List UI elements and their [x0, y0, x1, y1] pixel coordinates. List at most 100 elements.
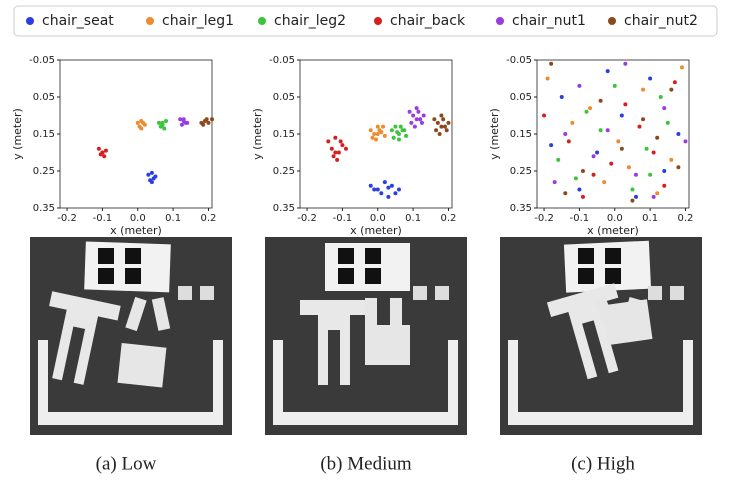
point: [395, 130, 400, 135]
y-tick-label: -0.05: [29, 55, 55, 66]
point: [391, 135, 396, 140]
point: [178, 117, 183, 122]
point: [374, 137, 378, 142]
point: [446, 120, 451, 125]
x-axis-label: x (meter): [110, 224, 162, 237]
point: [139, 126, 144, 131]
point: [181, 117, 186, 122]
point: [623, 102, 628, 107]
marker: [605, 248, 621, 264]
x-tick-label: 0.1: [165, 213, 181, 224]
point: [679, 65, 684, 70]
x-tick-label: -0.2: [57, 213, 77, 224]
point: [398, 124, 403, 129]
legend-marker: [496, 17, 504, 25]
legend-marker: [608, 17, 616, 25]
point: [672, 80, 677, 85]
point: [409, 120, 414, 125]
point: [204, 117, 209, 122]
point: [662, 106, 667, 111]
marker: [125, 248, 141, 264]
point: [591, 154, 596, 159]
point: [333, 150, 338, 155]
point: [336, 150, 341, 155]
point: [368, 183, 373, 188]
marker: [365, 268, 381, 284]
point: [641, 87, 646, 92]
point: [542, 113, 547, 118]
x-tick-label: 0.0: [607, 213, 623, 224]
point: [411, 113, 416, 118]
point: [338, 139, 343, 144]
y-tick-label: 0.25: [33, 166, 55, 177]
point: [389, 128, 394, 133]
point: [381, 124, 386, 129]
point: [439, 113, 444, 118]
y-tick-label: 0.35: [510, 203, 532, 214]
nut-part: [670, 286, 684, 300]
point: [612, 83, 617, 88]
point: [563, 191, 568, 196]
point: [372, 132, 377, 136]
point: [619, 113, 624, 118]
y-axis-label: y (meter): [251, 108, 264, 160]
point: [162, 126, 167, 131]
marker: [365, 248, 381, 264]
point: [414, 106, 419, 111]
leg-part: [390, 298, 402, 330]
nut-part: [413, 286, 427, 300]
point: [549, 61, 554, 66]
legend-label: chair_nut1: [512, 13, 586, 29]
marker: [338, 268, 354, 284]
point: [588, 106, 593, 111]
point: [552, 180, 557, 185]
y-tick-label: -0.05: [506, 55, 532, 66]
point: [375, 132, 380, 136]
x-tick-label: 0.2: [678, 213, 694, 224]
nut-part: [200, 286, 214, 300]
point: [626, 165, 631, 170]
back-part: [49, 291, 121, 385]
y-tick-label: 0.35: [273, 203, 295, 214]
caption: (b) Medium: [320, 453, 412, 474]
point: [141, 120, 146, 125]
point: [651, 150, 656, 155]
point: [333, 135, 338, 140]
nut-part: [178, 286, 192, 300]
point: [386, 185, 391, 190]
point: [570, 120, 575, 125]
point: [103, 148, 108, 153]
point: [648, 172, 653, 177]
point: [577, 187, 582, 192]
nut-part: [648, 286, 662, 300]
point: [158, 124, 163, 129]
marker: [578, 248, 594, 264]
frame-part: [508, 340, 693, 425]
leg-part: [125, 296, 147, 332]
point: [644, 146, 649, 151]
legend-label: chair_seat: [42, 13, 114, 29]
legend-marker: [258, 17, 266, 25]
legend-box: [13, 5, 718, 37]
point: [151, 176, 156, 181]
point: [100, 150, 105, 155]
point: [609, 161, 614, 166]
point: [563, 132, 568, 136]
caption: (a) Low: [96, 453, 157, 474]
point: [149, 180, 154, 185]
plot-frame: [536, 59, 690, 209]
x-tick-label: -0.1: [570, 213, 590, 224]
point: [630, 198, 635, 203]
legend-label: chair_back: [390, 13, 466, 29]
point: [96, 146, 101, 151]
y-tick-label: 0.05: [33, 92, 55, 103]
point: [651, 194, 656, 199]
point: [577, 83, 582, 88]
point: [605, 128, 610, 133]
y-tick-label: 0.05: [273, 92, 295, 103]
x-tick-label: 0.1: [642, 213, 658, 224]
point: [393, 124, 398, 129]
point: [386, 194, 391, 199]
point: [435, 120, 440, 125]
